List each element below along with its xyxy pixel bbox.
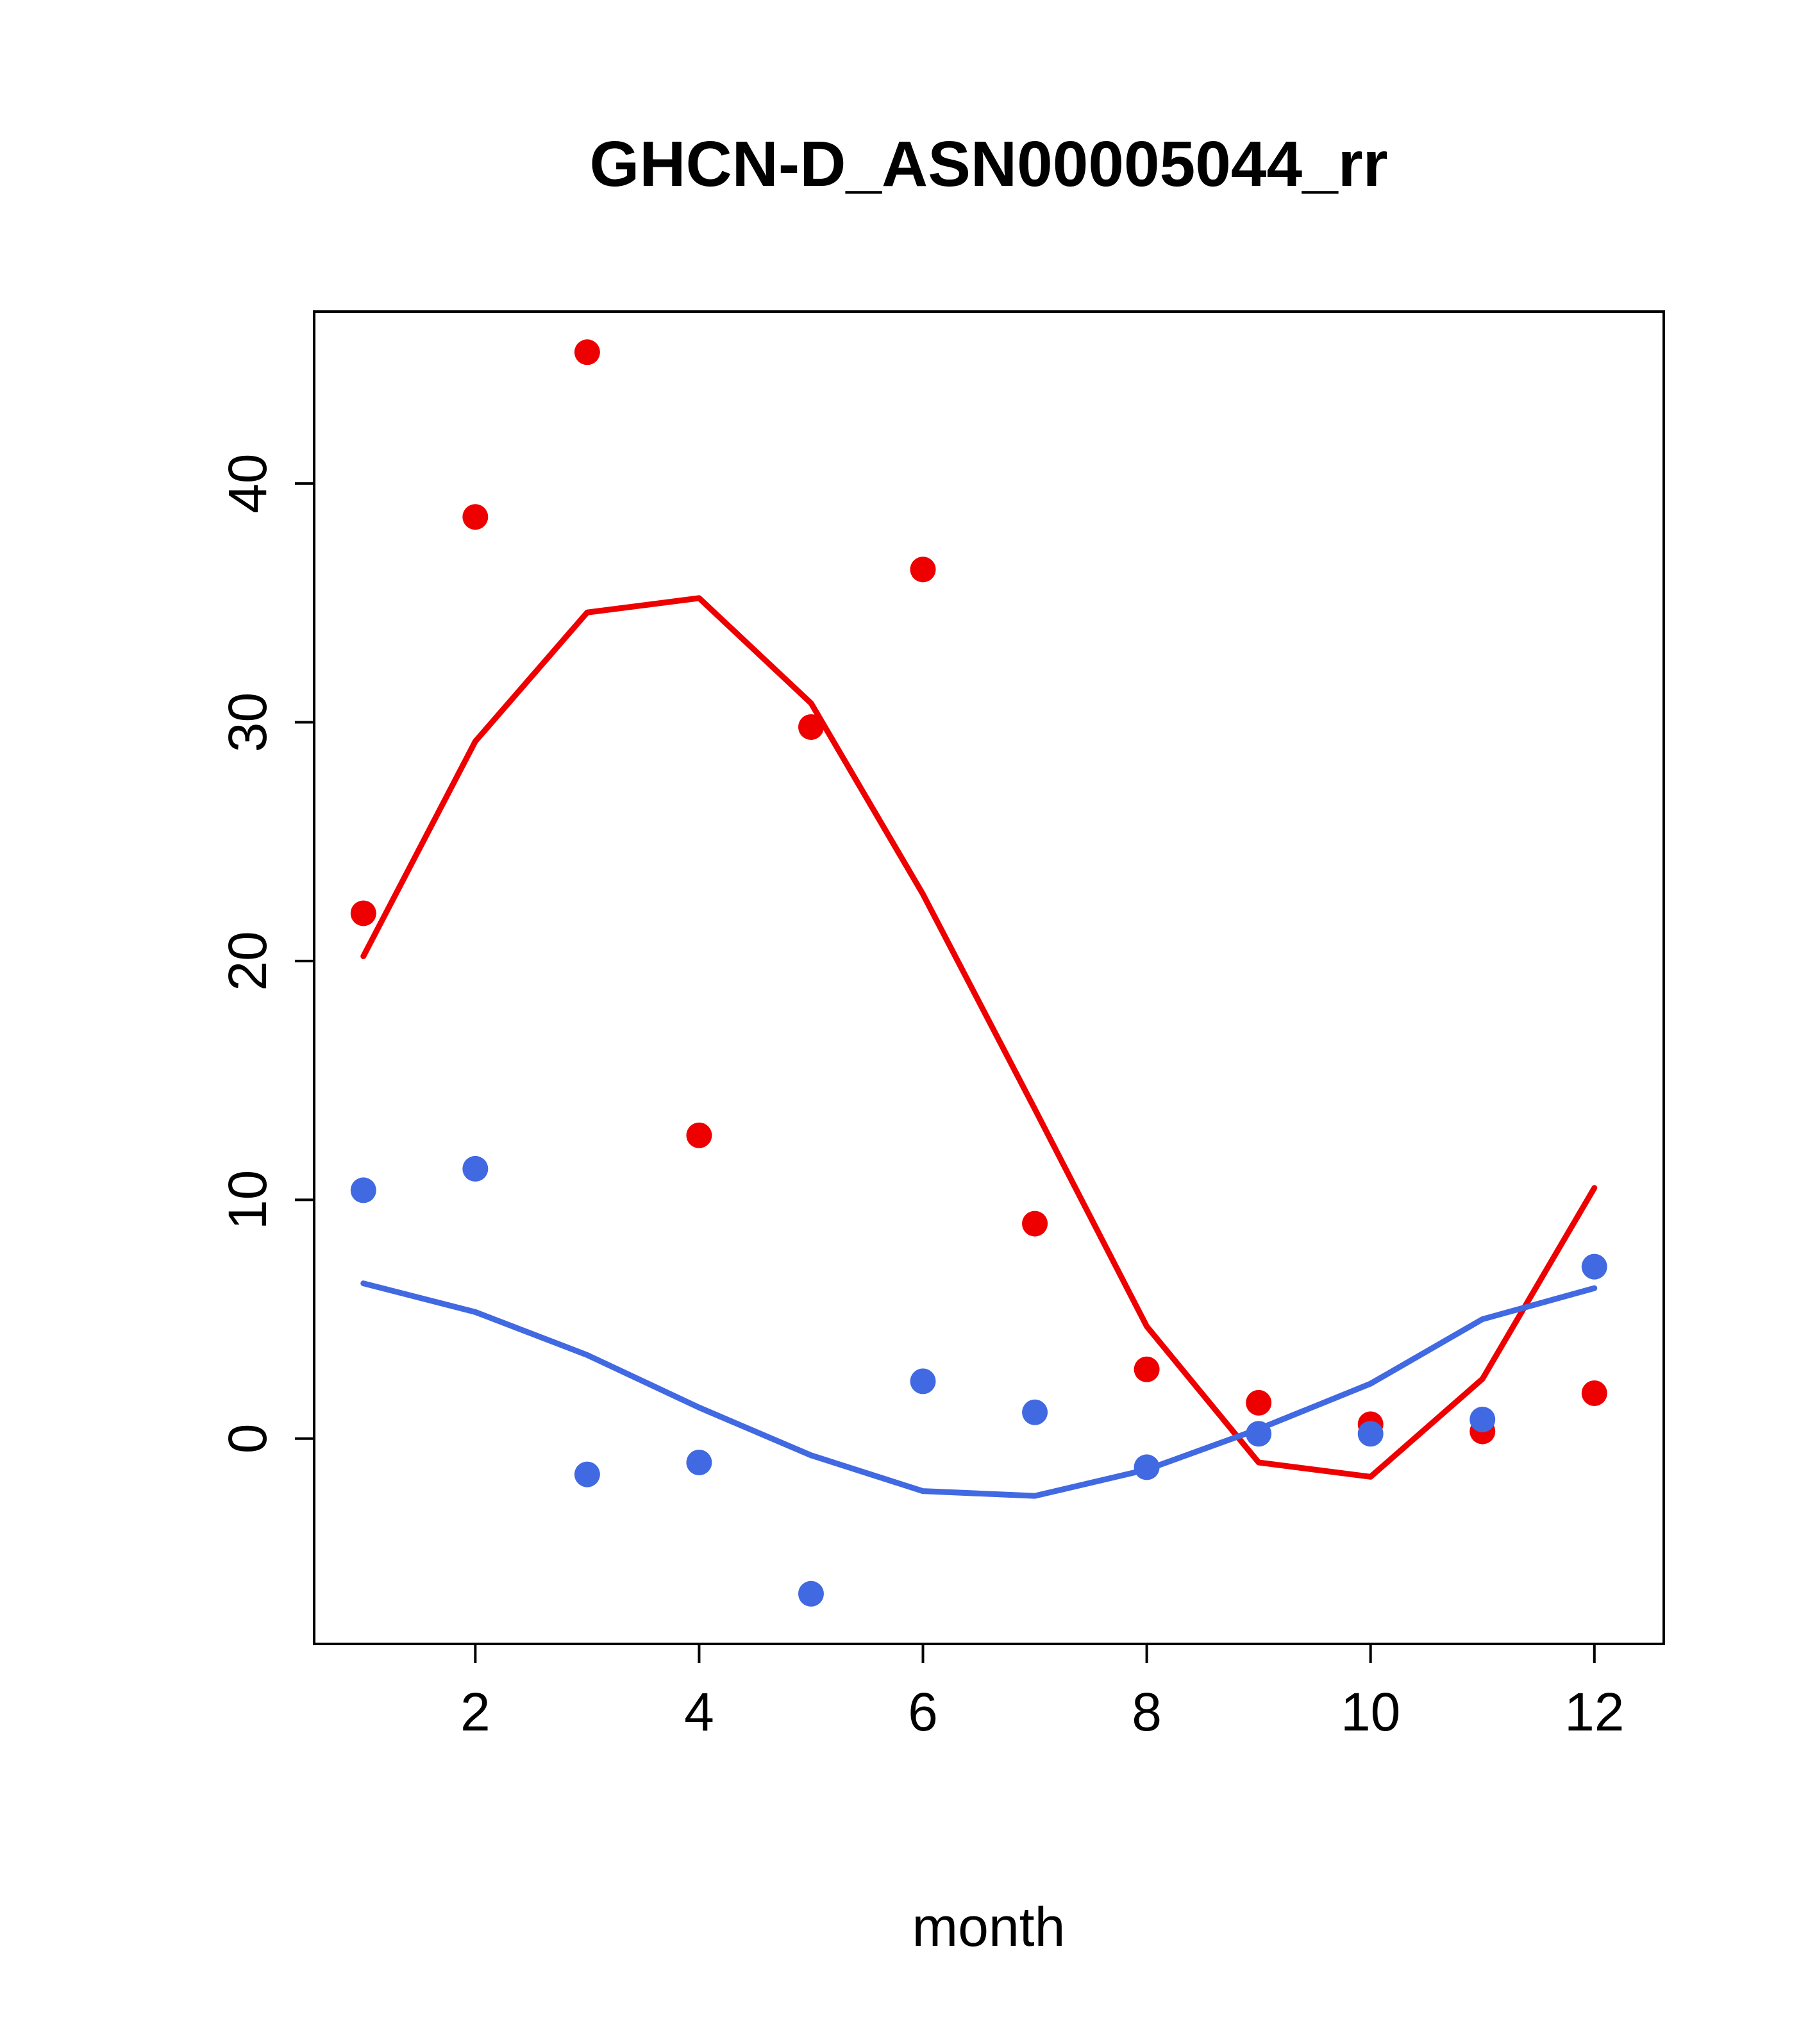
blue-scatter-point bbox=[1246, 1421, 1272, 1447]
red-scatter-point bbox=[574, 339, 600, 365]
red-scatter-point bbox=[910, 557, 936, 583]
blue-scatter-point bbox=[574, 1461, 600, 1487]
x-tick-label: 6 bbox=[908, 1682, 938, 1742]
red-scatter-point bbox=[798, 714, 824, 740]
blue-scatter-point bbox=[910, 1368, 936, 1395]
blue-scatter-point bbox=[798, 1580, 824, 1607]
blue-scatter-point bbox=[1022, 1399, 1048, 1425]
x-tick-label: 2 bbox=[460, 1682, 490, 1742]
chart-title: GHCN-D_ASN00005044_rr bbox=[589, 128, 1387, 200]
x-tick-label: 12 bbox=[1564, 1682, 1624, 1742]
x-tick-label: 4 bbox=[684, 1682, 714, 1742]
blue-trend-line bbox=[360, 1280, 1598, 1499]
blue-scatter-point bbox=[1134, 1454, 1160, 1480]
y-tick-label: 40 bbox=[217, 453, 278, 513]
y-tick-label: 0 bbox=[217, 1423, 278, 1453]
red-scatter-point bbox=[1022, 1210, 1048, 1237]
y-tick-label: 20 bbox=[217, 931, 278, 991]
plot-border-box bbox=[313, 310, 1665, 1645]
x-tick-label: 10 bbox=[1341, 1682, 1400, 1742]
y-tick-label: 10 bbox=[217, 1170, 278, 1230]
red-scatter-point bbox=[1581, 1380, 1607, 1406]
plot-area: 2 4 6 8 10 12 0 10 20 30 40 bbox=[217, 339, 1625, 1742]
x-axis-title: month bbox=[912, 1897, 1065, 1958]
blue-scatter-point bbox=[462, 1155, 489, 1182]
blue-scatter-point bbox=[1470, 1406, 1496, 1432]
x-tick-label: 8 bbox=[1132, 1682, 1162, 1742]
red-trend-line bbox=[360, 595, 1598, 1480]
blue-scatter-point bbox=[1357, 1421, 1384, 1447]
y-tick-label: 30 bbox=[217, 692, 278, 752]
red-scatter-point bbox=[350, 900, 376, 926]
blue-scatter-point bbox=[350, 1177, 376, 1203]
red-scatter-point bbox=[1134, 1356, 1160, 1382]
blue-scatter-point bbox=[686, 1449, 712, 1475]
red-scatter-point bbox=[686, 1122, 712, 1148]
blue-scatter-point bbox=[1581, 1253, 1607, 1280]
red-scatter-point bbox=[1246, 1389, 1272, 1416]
red-scatter-point bbox=[462, 504, 489, 530]
